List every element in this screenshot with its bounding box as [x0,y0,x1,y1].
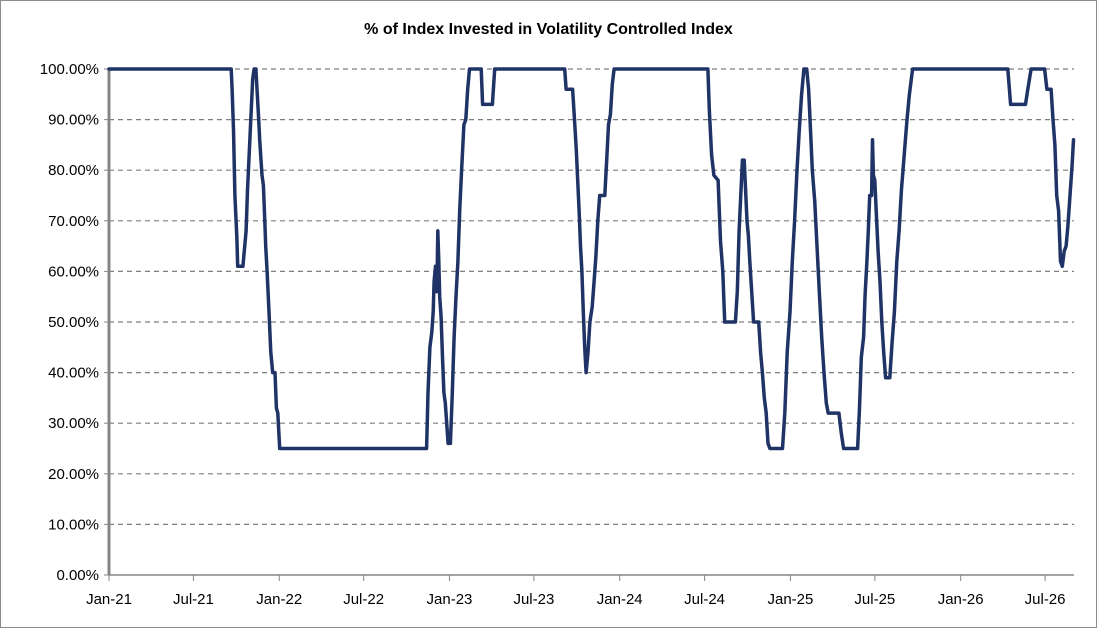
y-tick-label: 30.00% [48,415,99,432]
x-tick-label: Jul-24 [684,591,725,608]
y-tick-label: 10.00% [48,516,99,533]
y-tick-label: 60.00% [48,263,99,280]
y-tick-label: 80.00% [48,162,99,179]
x-tick-label: Jan-22 [256,591,302,608]
x-tick-label: Jan-21 [86,591,132,608]
x-tick-label: Jan-25 [767,591,813,608]
y-tick-label: 70.00% [48,213,99,230]
y-tick-label: 50.00% [48,314,99,331]
x-tick-label: Jul-25 [854,591,895,608]
y-tick-label: 20.00% [48,466,99,483]
x-tick-label: Jan-26 [938,591,984,608]
chart-title: % of Index Invested in Volatility Contro… [364,21,733,38]
x-tick-label: Jan-24 [597,591,643,608]
y-tick-label: 40.00% [48,365,99,382]
x-tick-label: Jul-21 [173,591,214,608]
y-tick-label: 100.00% [40,61,99,78]
x-tick-label: Jan-23 [427,591,473,608]
x-tick-label: Jul-23 [513,591,554,608]
y-tick-label: 0.00% [56,567,99,584]
y-tick-label: 90.00% [48,112,99,129]
x-tick-label: Jul-22 [343,591,384,608]
x-tick-label: Jul-26 [1025,591,1066,608]
series-line [107,67,1076,451]
